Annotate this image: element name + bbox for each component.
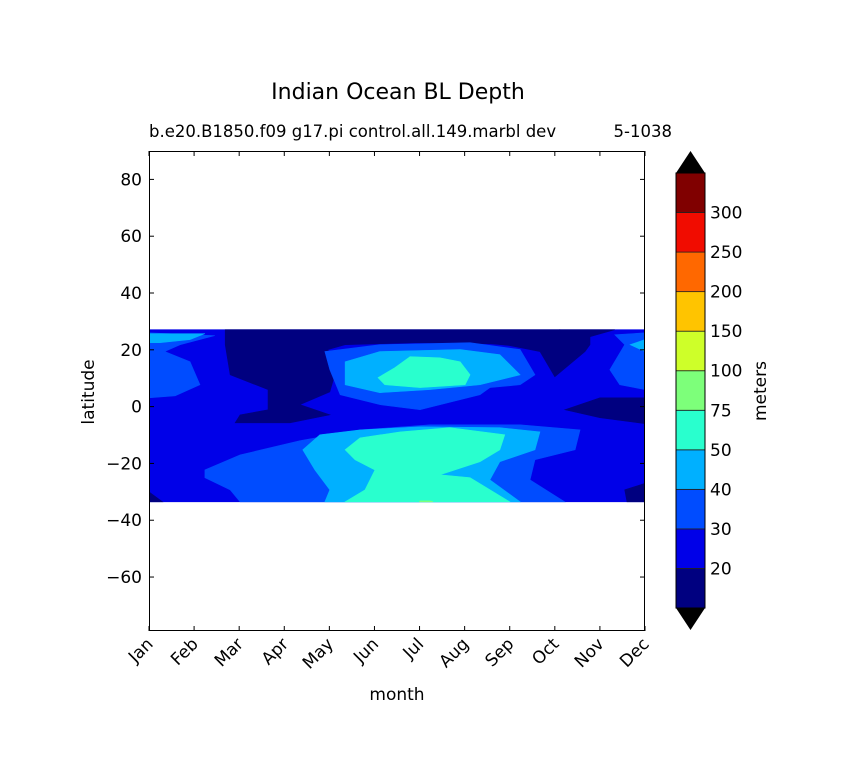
x-tick-label: Apr bbox=[258, 634, 293, 669]
colorbar-label: meters bbox=[751, 361, 771, 421]
chart-subtitle-right: 5-1038 bbox=[614, 122, 672, 141]
contour-region-2 bbox=[479, 329, 615, 378]
contour-region-15 bbox=[344, 427, 511, 503]
colorbar-segment bbox=[675, 172, 706, 213]
colorbar-segment bbox=[675, 528, 706, 569]
colorbar-tick-label: 150 bbox=[710, 322, 742, 342]
y-tick-label: −40 bbox=[106, 511, 142, 531]
x-tick-label: Jan bbox=[124, 634, 157, 667]
x-tick-label: Jul bbox=[399, 634, 428, 663]
colorbar-segment bbox=[675, 568, 706, 609]
y-tick-label: 40 bbox=[120, 284, 142, 304]
contour-region-4 bbox=[149, 491, 164, 503]
colorbar-segment bbox=[675, 330, 706, 372]
y-tick-label: 0 bbox=[131, 398, 142, 418]
axes-frame bbox=[149, 151, 645, 631]
contour-region-14 bbox=[377, 356, 471, 388]
contour-region-10 bbox=[149, 333, 206, 344]
colorbar-tick-label: 20 bbox=[710, 559, 732, 579]
colorbar-frame bbox=[675, 172, 706, 609]
colorbar-extend-min bbox=[676, 608, 705, 630]
contour-region-5 bbox=[624, 482, 645, 503]
x-tick-label: Mar bbox=[211, 634, 248, 671]
chart-subtitle-left: b.e20.B1850.f09 g17.pi control.all.149.m… bbox=[149, 122, 556, 141]
x-tick-label: Feb bbox=[167, 634, 202, 669]
colorbar-segment bbox=[675, 251, 706, 293]
x-tick-label: Sep bbox=[481, 634, 518, 671]
colorbar-segment bbox=[675, 449, 706, 490]
colorbar: 20 30 40 50 75 100 150 200 250 300 bbox=[675, 151, 742, 630]
colorbar-tick-label: 250 bbox=[710, 243, 742, 263]
colorbar-tick-label: 75 bbox=[710, 401, 732, 421]
x-tick-label: Aug bbox=[436, 634, 474, 672]
colorbar-segment bbox=[675, 291, 706, 332]
chart-title: Indian Ocean BL Depth bbox=[271, 80, 525, 105]
y-axis: 80 60 40 20 0 −20 −40 −60 bbox=[106, 170, 645, 588]
x-tick-label: Nov bbox=[571, 634, 609, 672]
colorbar-tick-label: 300 bbox=[710, 204, 742, 224]
colorbar-extend-max bbox=[676, 151, 705, 173]
y-tick-label: 60 bbox=[120, 227, 142, 247]
contour-region-16 bbox=[419, 500, 434, 503]
colorbar-segment bbox=[675, 212, 706, 253]
y-tick-label: 20 bbox=[120, 341, 142, 361]
contour-region-3 bbox=[563, 397, 645, 424]
x-tick-label: Dec bbox=[616, 634, 653, 671]
contour-plot-area: Jan Feb Mar Apr May Jun Jul Aug Sep Oct Nov Dec 80 6… bbox=[106, 151, 654, 673]
y-tick-label: −60 bbox=[106, 568, 142, 588]
x-tick-label: May bbox=[299, 634, 338, 673]
y-tick-label: −20 bbox=[106, 454, 142, 474]
colorbar-tick-label: 100 bbox=[710, 362, 742, 382]
colorbar-segment bbox=[675, 488, 706, 530]
colorbar-segment bbox=[675, 409, 706, 451]
x-tick-label: Oct bbox=[528, 634, 563, 669]
contour-region-6 bbox=[149, 332, 215, 399]
x-axis-label: month bbox=[369, 685, 424, 705]
colorbar-tick-label: 30 bbox=[710, 520, 732, 540]
colorbar-tick-label: 40 bbox=[710, 480, 732, 500]
x-tick-label: Jun bbox=[349, 634, 383, 668]
contour-region-13 bbox=[629, 339, 645, 352]
y-axis-label: latitude bbox=[79, 359, 99, 424]
colorbar-tick-label: 200 bbox=[710, 283, 742, 303]
colorbar-tick-label: 50 bbox=[710, 441, 732, 461]
contour-fills bbox=[149, 329, 645, 503]
y-tick-label: 80 bbox=[120, 170, 142, 190]
colorbar-segment bbox=[675, 370, 706, 411]
